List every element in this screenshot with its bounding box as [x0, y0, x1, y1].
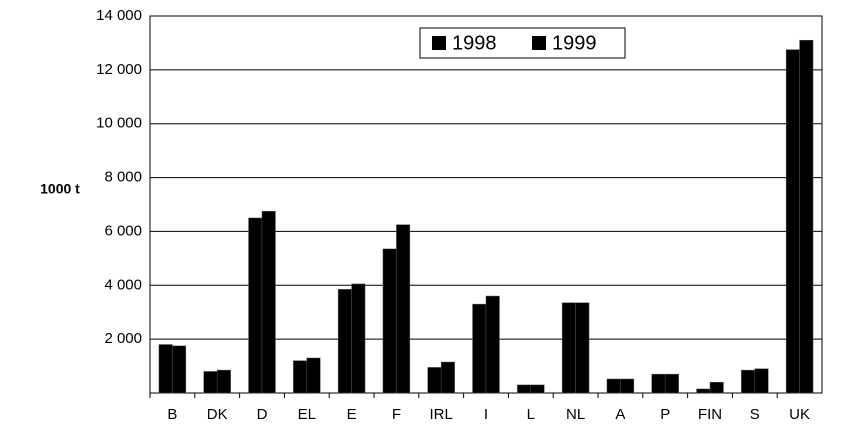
bar — [248, 217, 263, 394]
bar — [741, 369, 756, 394]
bar — [216, 369, 231, 394]
bar — [261, 210, 276, 394]
bar — [427, 367, 442, 394]
y-tick-label: 4 000 — [104, 276, 142, 293]
x-tick-label: B — [167, 406, 177, 423]
y-tick-label: 8 000 — [104, 169, 142, 186]
legend-swatch — [432, 36, 446, 50]
bar — [158, 344, 173, 394]
bar — [606, 378, 621, 394]
bar — [293, 360, 308, 394]
x-tick-label: UK — [789, 406, 810, 423]
bar — [530, 384, 545, 394]
bar — [440, 361, 455, 394]
x-tick-label: E — [347, 406, 357, 423]
bar — [472, 303, 487, 394]
bar — [785, 49, 800, 394]
bar — [561, 302, 576, 394]
bar — [485, 295, 500, 394]
x-tick-label: P — [660, 406, 670, 423]
y-tick-label: 10 000 — [96, 115, 142, 132]
bar — [709, 381, 724, 394]
bar — [664, 373, 679, 394]
bar — [799, 39, 814, 394]
x-tick-label: DK — [207, 406, 228, 423]
bar — [382, 248, 397, 394]
bar — [396, 224, 411, 394]
legend-label: 1999 — [552, 32, 597, 54]
bar — [651, 373, 666, 394]
x-tick-label: IRL — [430, 406, 453, 423]
x-tick-label: A — [615, 406, 625, 423]
y-tick-label: 2 000 — [104, 330, 142, 347]
bar — [172, 345, 187, 394]
bar — [517, 384, 532, 394]
x-tick-label: FIN — [698, 406, 722, 423]
bar — [620, 378, 635, 394]
x-tick-label: S — [750, 406, 760, 423]
legend-swatch — [532, 36, 546, 50]
x-tick-label: F — [392, 406, 401, 423]
bar — [337, 289, 352, 394]
x-tick-label: NL — [566, 406, 585, 423]
bar — [351, 283, 366, 394]
bar — [306, 357, 321, 394]
bar — [203, 371, 218, 394]
bar — [696, 388, 711, 394]
x-tick-label: EL — [298, 406, 316, 423]
bar — [754, 368, 769, 394]
y-axis-label: 1000 t — [40, 181, 80, 197]
x-tick-label: L — [527, 406, 535, 423]
y-tick-label: 6 000 — [104, 222, 142, 239]
x-tick-label: D — [257, 406, 268, 423]
y-tick-label: 12 000 — [96, 61, 142, 78]
bar — [575, 302, 590, 394]
legend-label: 1998 — [452, 32, 497, 54]
y-tick-label: 14 000 — [96, 7, 142, 24]
legend-box — [419, 27, 626, 59]
x-tick-label: I — [484, 406, 488, 423]
